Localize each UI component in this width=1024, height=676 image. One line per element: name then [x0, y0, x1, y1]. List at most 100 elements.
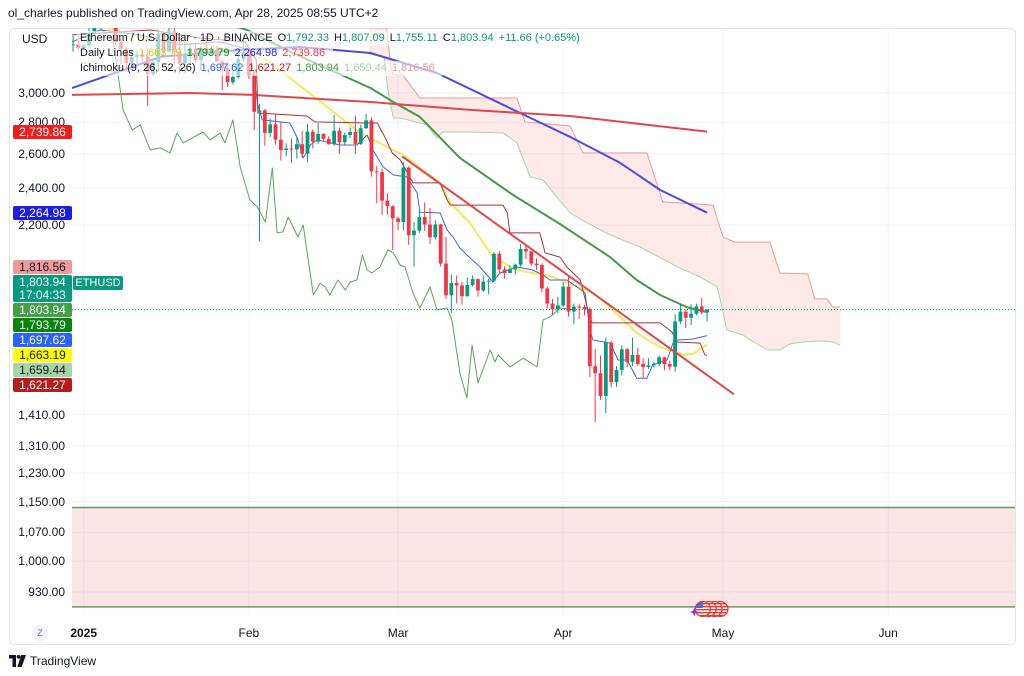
tradingview-brand[interactable]: TradingView	[9, 653, 96, 669]
ichimoku-base-line	[72, 29, 708, 356]
price-tick-label: 930.00	[28, 585, 65, 599]
time-axis-label: 2025	[70, 626, 98, 640]
economic-events[interactable]	[690, 600, 729, 618]
candle	[401, 162, 406, 231]
candle-body	[689, 313, 693, 318]
candle	[252, 70, 257, 131]
ohlc-key: C	[442, 32, 451, 44]
candle-body	[278, 139, 283, 151]
price-axis-currency-button[interactable]: USD	[22, 32, 48, 46]
candle-body	[294, 144, 299, 150]
indicator-name[interactable]: Ichimoku (9, 26, 52, 26)	[80, 62, 196, 74]
candle-body	[699, 306, 704, 313]
candle-body	[72, 44, 75, 46]
ohlc-value: 1,807.09	[341, 32, 385, 44]
candle-body	[529, 251, 534, 264]
sparkle-icon[interactable]	[690, 608, 699, 616]
candle	[385, 193, 390, 216]
last-price-tag: 1,803.94 17:04:33	[13, 275, 72, 302]
candle	[662, 356, 667, 371]
candle	[550, 298, 555, 316]
candle	[449, 274, 454, 313]
candle-body	[417, 217, 422, 231]
candle-body	[316, 133, 321, 142]
candle	[374, 165, 379, 204]
publish-info: ol_charles published on TradingView.com,…	[8, 6, 379, 20]
candle	[460, 282, 464, 305]
trendline[interactable]	[401, 155, 735, 395]
candle-body	[380, 172, 384, 201]
candle-body	[619, 349, 624, 370]
price-tick-label: 2,400.00	[18, 181, 65, 195]
candle-body	[705, 309, 709, 313]
candle-body	[353, 131, 358, 144]
candle	[72, 36, 75, 52]
ma-red-line	[72, 92, 708, 133]
candle-body	[524, 249, 528, 252]
candle	[342, 132, 347, 145]
last-price-value: 1,803.94	[19, 275, 66, 289]
candle	[566, 275, 571, 317]
candle-body	[625, 349, 630, 362]
z-button[interactable]: Z	[32, 625, 48, 641]
indicator-name[interactable]: Daily Lines	[80, 47, 134, 59]
candle	[278, 122, 283, 161]
candle	[678, 303, 683, 324]
tradingview-logo-icon	[9, 655, 26, 667]
price-tag-stack: 1,816.56 1,803.94 17:04:33 1,803.94 1,79…	[13, 260, 72, 393]
candle	[364, 114, 368, 129]
price-tick-label: 1,310.00	[18, 439, 65, 453]
candle	[406, 166, 411, 245]
support-zone[interactable]	[72, 506, 1015, 608]
grid	[72, 28, 1015, 617]
indicator-value: 1,621.27	[248, 62, 292, 74]
candle-body	[598, 373, 603, 397]
candle	[593, 348, 598, 423]
us-flag-event-icon[interactable]	[694, 600, 711, 618]
candle	[481, 275, 486, 293]
ichimoku-cloud	[368, 28, 841, 350]
indicator-value: 2,264.98	[234, 47, 278, 59]
candle-body	[502, 269, 507, 274]
candle	[262, 108, 267, 146]
price-tag-daily-line-yellow: 1,663.19	[13, 348, 72, 362]
candle-body	[587, 308, 592, 367]
price-tick-label: 1,230.00	[18, 465, 65, 480]
candle-body	[651, 364, 656, 366]
candle	[438, 223, 443, 267]
candle	[273, 114, 278, 145]
candle-body	[348, 131, 353, 136]
candle-body	[662, 357, 667, 365]
plot-area[interactable]	[71, 0, 1015, 617]
price-tag-ichimoku-lagging-span: 1,803.94	[13, 303, 72, 317]
legend: Ethereum / U.S. Dollar · 1D · BINANCE O 1…	[77, 31, 588, 76]
ohlc-key: H	[333, 32, 342, 44]
candle-body	[657, 357, 662, 365]
candle	[513, 263, 518, 275]
bar-close-countdown: 17:04:33	[19, 288, 66, 302]
candle-body	[289, 148, 294, 150]
candle-body	[444, 263, 448, 296]
candle-body	[518, 249, 523, 265]
ohlc-key: O	[277, 32, 287, 44]
candle-body	[422, 217, 427, 225]
time-axis-label: May	[711, 626, 735, 640]
candle-body	[268, 124, 273, 133]
symbol-title[interactable]: Ethereum / U.S. Dollar · 1D · BINANCE	[80, 32, 273, 44]
candle	[465, 277, 470, 297]
candle-body	[614, 369, 619, 383]
candle-body	[540, 265, 544, 289]
candle-body	[465, 284, 470, 297]
candle-body	[385, 200, 390, 207]
candle	[609, 341, 614, 388]
ichimoku-conversion-line	[72, 29, 708, 379]
candle	[571, 303, 576, 324]
candle-body	[273, 124, 278, 140]
candle-body	[577, 306, 582, 308]
candle-body	[497, 253, 502, 270]
price-tag-ichimoku-leading-span-a: 1,659.44	[13, 363, 72, 377]
candle-body	[555, 305, 560, 310]
candle	[98, 7, 102, 16]
indicator-value: 1,793.79	[186, 47, 230, 59]
